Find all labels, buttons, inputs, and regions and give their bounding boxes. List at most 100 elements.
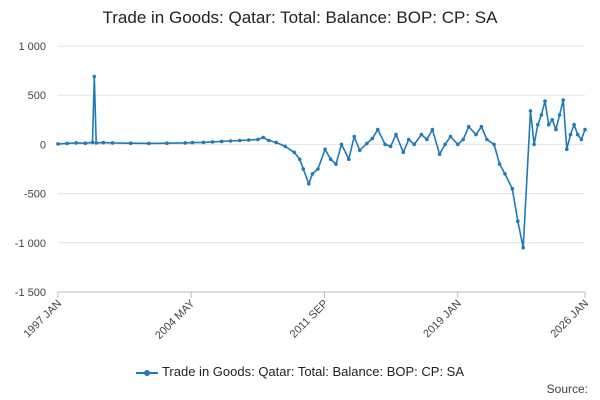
data-point[interactable] — [323, 147, 327, 152]
series-layer — [56, 74, 587, 250]
data-point[interactable] — [297, 157, 302, 161]
data-point[interactable] — [110, 141, 115, 145]
data-point[interactable] — [310, 172, 315, 176]
data-point[interactable] — [575, 132, 580, 137]
data-point[interactable] — [301, 167, 306, 171]
legend-label: Trade in Goods: Qatar: Total: Balance: B… — [161, 364, 465, 379]
data-point[interactable] — [539, 113, 544, 117]
data-point[interactable] — [554, 127, 558, 132]
data-point[interactable] — [74, 141, 78, 145]
data-point[interactable] — [510, 186, 515, 191]
data-point[interactable] — [83, 141, 88, 145]
data-point[interactable] — [165, 141, 169, 145]
data-point[interactable] — [65, 141, 69, 146]
data-point[interactable] — [443, 142, 447, 147]
data-point[interactable] — [147, 141, 151, 146]
data-point[interactable] — [528, 109, 533, 113]
data-point[interactable] — [307, 182, 311, 186]
y-tick-label: -1 500 — [15, 287, 46, 299]
data-point[interactable] — [516, 219, 520, 223]
data-point[interactable] — [201, 140, 206, 145]
data-point[interactable] — [228, 139, 233, 143]
x-tick-label: 2011 SEP — [288, 298, 331, 341]
data-point[interactable] — [56, 142, 60, 146]
data-point[interactable] — [448, 134, 453, 139]
data-point[interactable] — [292, 150, 297, 155]
data-point[interactable] — [583, 127, 587, 132]
y-tick-label: -1 000 — [15, 238, 46, 250]
data-point[interactable] — [283, 144, 288, 149]
data-point[interactable] — [90, 140, 95, 145]
data-point[interactable] — [565, 147, 569, 152]
data-point[interactable] — [492, 142, 496, 147]
source-label: Source: — [546, 382, 588, 396]
data-point[interactable] — [365, 141, 369, 146]
data-point[interactable] — [394, 132, 398, 137]
data-point[interactable] — [352, 134, 357, 139]
data-point[interactable] — [561, 98, 565, 102]
data-point[interactable] — [128, 141, 133, 145]
data-point[interactable] — [412, 142, 417, 147]
series-line — [57, 75, 586, 249]
data-point[interactable] — [557, 113, 562, 117]
data-point[interactable] — [543, 99, 547, 103]
data-point[interactable] — [521, 245, 525, 250]
x-tick-label: 2026 JAN — [548, 298, 591, 341]
data-point[interactable] — [328, 157, 333, 161]
data-point[interactable] — [316, 167, 320, 171]
x-axis: 1997 JAN 2004 MAY 2011 SEP 2019 JAN 2026 JAN — [21, 291, 591, 342]
legend[interactable]: Trade in Goods: Qatar: Total: Balance: B… — [0, 364, 600, 379]
y-tick-label: 1 000 — [18, 41, 46, 53]
data-point[interactable] — [383, 142, 387, 147]
data-point[interactable] — [339, 142, 344, 147]
data-point[interactable] — [376, 127, 380, 132]
data-point[interactable] — [94, 141, 98, 145]
data-point[interactable] — [479, 124, 484, 129]
data-point[interactable] — [474, 132, 478, 137]
data-point[interactable] — [485, 137, 489, 142]
y-axis: 1 000 500 0 -500 -1 000 -1 500 — [15, 41, 46, 299]
data-point[interactable] — [579, 137, 584, 142]
data-point[interactable] — [503, 172, 507, 176]
data-point[interactable] — [419, 132, 424, 137]
data-point[interactable] — [401, 150, 406, 155]
data-point[interactable] — [497, 162, 502, 166]
data-point[interactable] — [237, 138, 242, 143]
data-point[interactable] — [219, 139, 224, 144]
data-point[interactable] — [430, 127, 435, 132]
data-point[interactable] — [425, 137, 429, 142]
data-point[interactable] — [210, 140, 215, 144]
data-point[interactable] — [406, 137, 411, 142]
data-point[interactable] — [456, 142, 460, 147]
data-point[interactable] — [267, 138, 271, 143]
data-point[interactable] — [190, 140, 195, 145]
legend-line-marker-icon — [135, 367, 158, 379]
data-point[interactable] — [347, 157, 351, 161]
data-point[interactable] — [568, 132, 573, 137]
data-point[interactable] — [334, 162, 338, 166]
data-point[interactable] — [572, 122, 576, 127]
chart-title: Trade in Goods: Qatar: Total: Balance: B… — [102, 8, 498, 27]
data-point[interactable] — [461, 137, 466, 142]
data-point[interactable] — [437, 152, 442, 156]
data-point[interactable] — [256, 137, 260, 142]
data-point[interactable] — [536, 122, 540, 127]
data-point[interactable] — [92, 74, 97, 79]
data-point[interactable] — [546, 122, 551, 127]
gridlines — [58, 45, 585, 293]
data-point[interactable] — [532, 142, 536, 147]
y-tick-label: 500 — [28, 90, 46, 102]
data-point[interactable] — [388, 144, 393, 149]
data-point[interactable] — [370, 136, 375, 141]
data-point[interactable] — [357, 148, 362, 153]
y-tick-label: 0 — [40, 139, 46, 151]
data-point[interactable] — [261, 135, 266, 140]
data-point[interactable] — [274, 140, 278, 145]
data-point[interactable] — [550, 118, 555, 122]
data-point[interactable] — [101, 140, 106, 145]
data-point[interactable] — [247, 138, 251, 142]
data-point[interactable] — [466, 124, 471, 129]
x-tick-label: 1997 JAN — [21, 298, 64, 341]
data-point[interactable] — [183, 141, 187, 145]
